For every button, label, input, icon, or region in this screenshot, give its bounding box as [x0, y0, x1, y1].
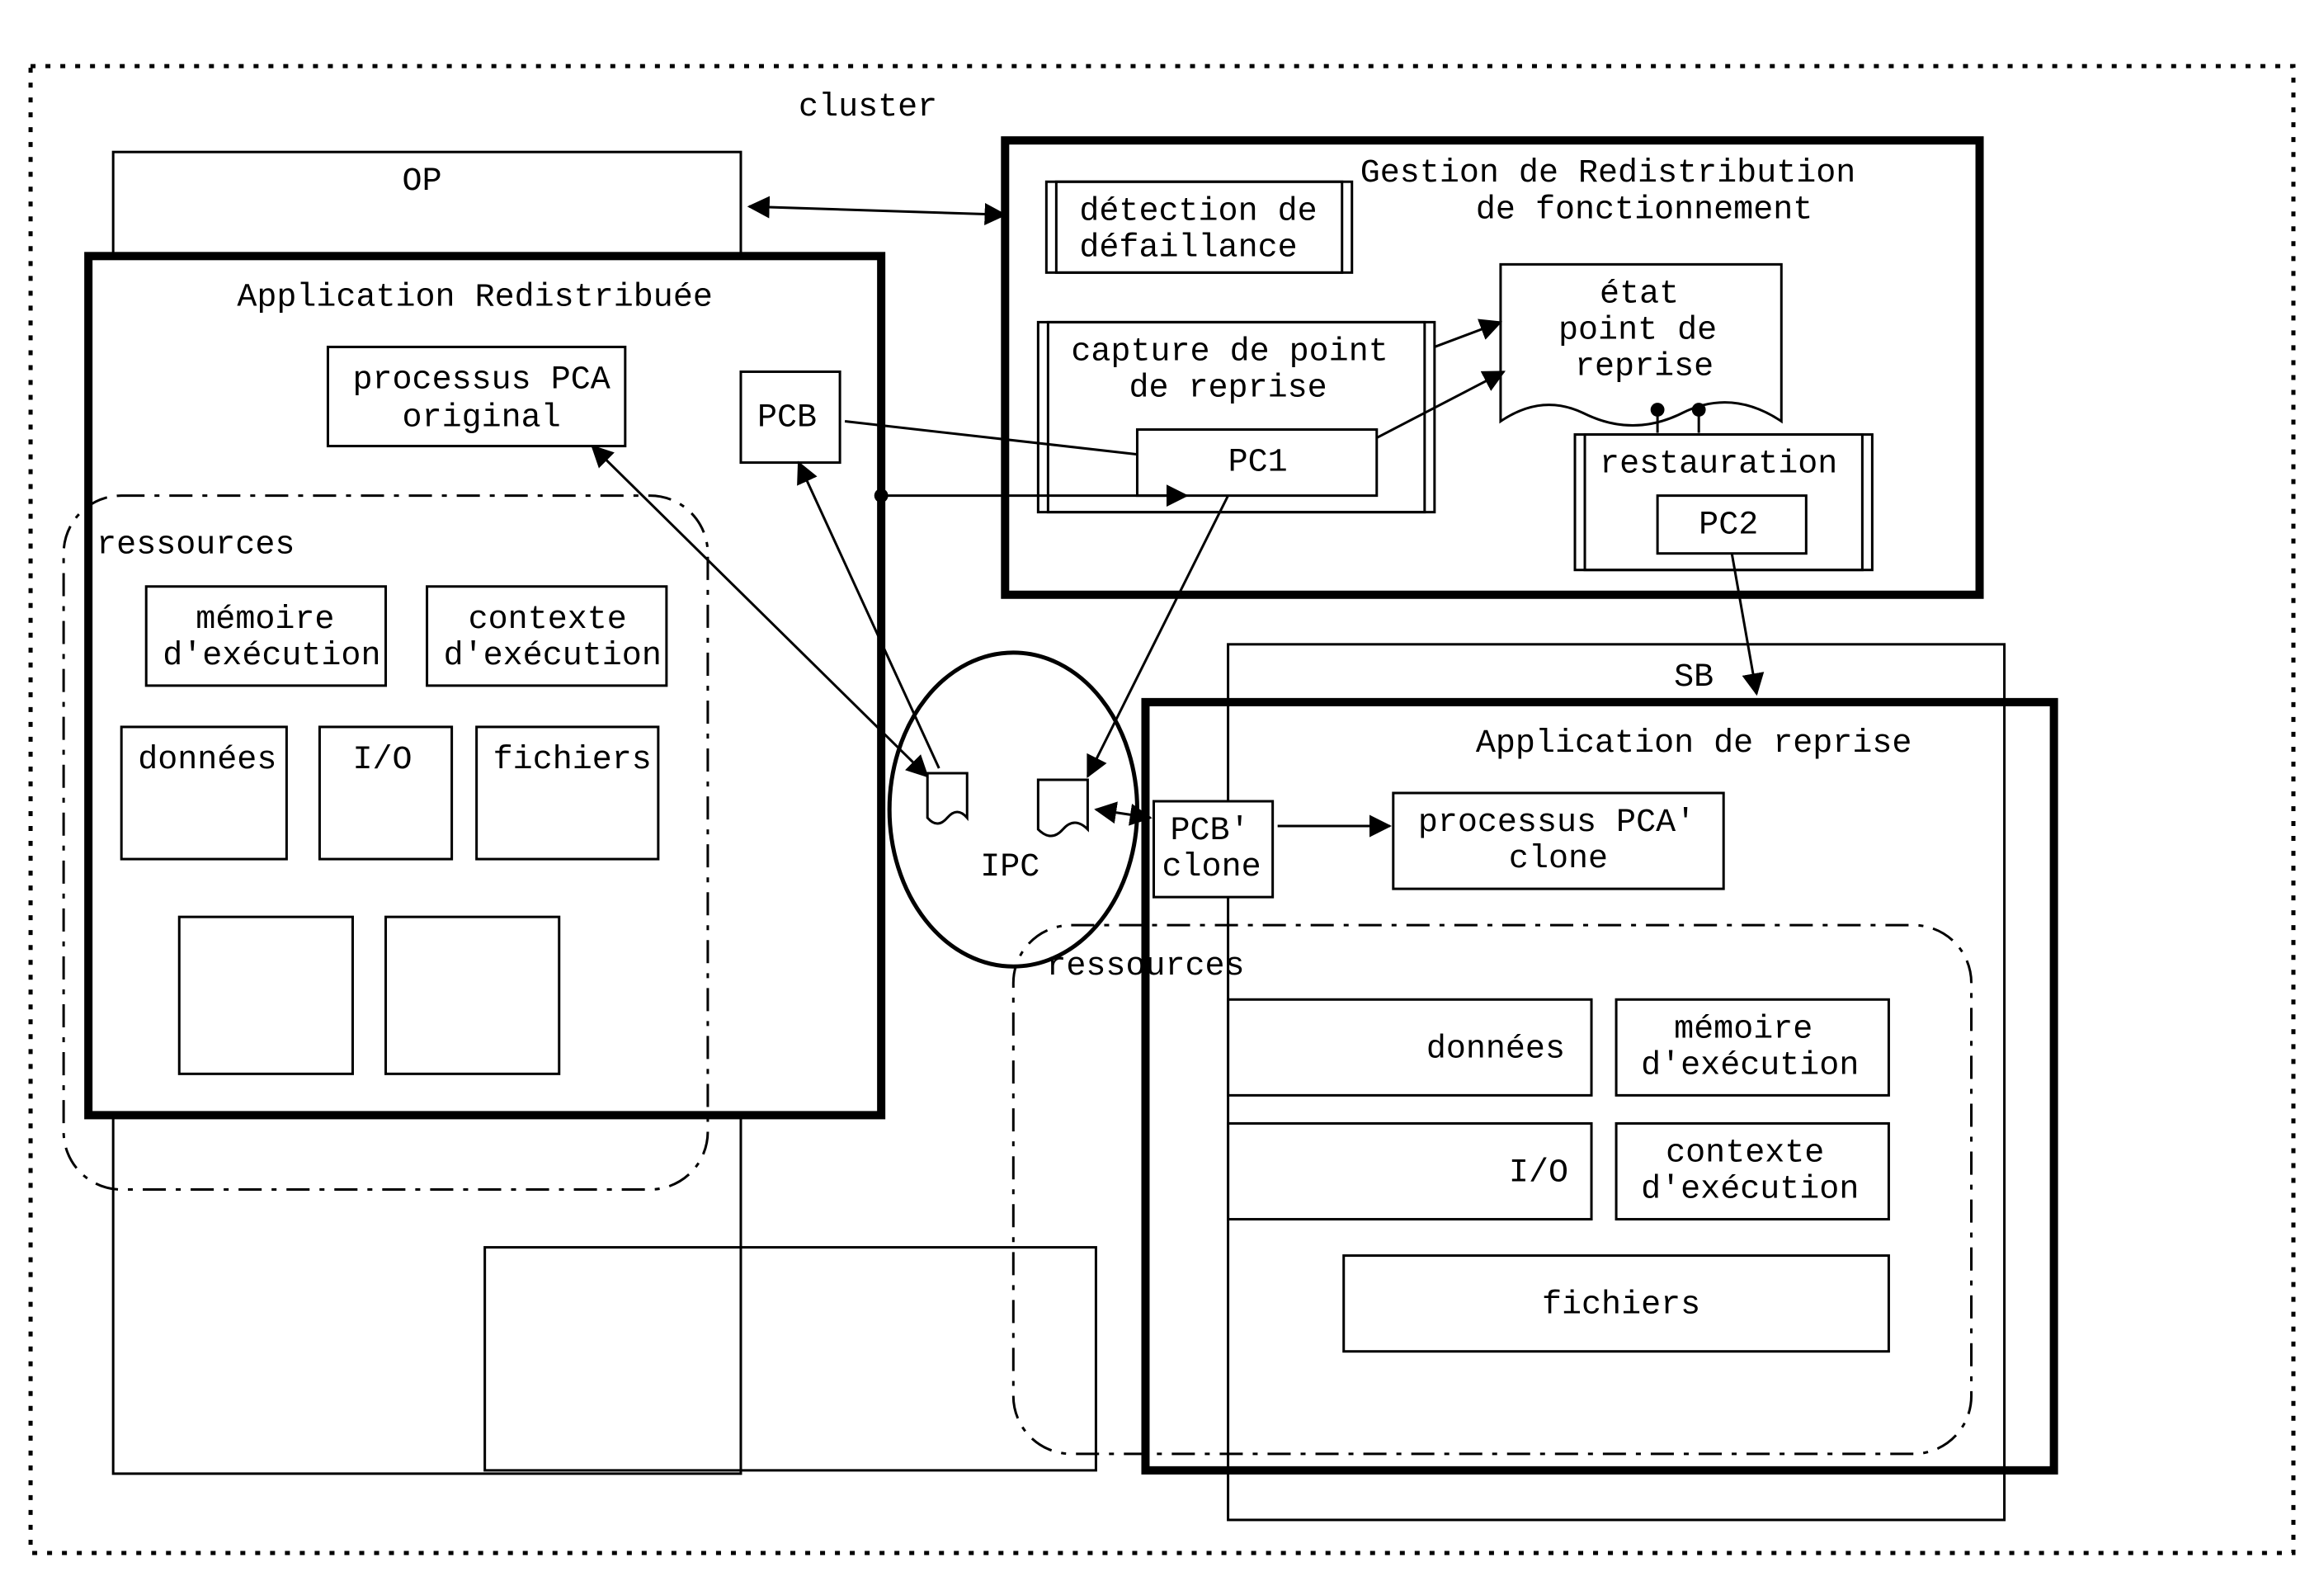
arrow-pc1-pcb: [845, 422, 1137, 455]
ipc-doc-left: [927, 773, 967, 824]
mem-exec2-line1: mémoire: [1674, 1011, 1813, 1048]
ipc-label: IPC: [980, 849, 1039, 886]
mem-exec2-line2: d'exécution: [1641, 1047, 1859, 1084]
donnees2-label: données: [1426, 1031, 1565, 1068]
fichiers-label: fichiers: [493, 742, 652, 779]
detection-line2: défaillance: [1079, 229, 1297, 267]
app-reprise-label: Application de reprise: [1476, 725, 1912, 762]
app-redist-label: Application Redistribuée: [237, 279, 713, 316]
io-label: I/O: [352, 742, 412, 779]
gestion-line1: Gestion de Redistribution: [1360, 155, 1856, 192]
capture-line1: capture de point: [1071, 333, 1388, 371]
pcb-clone-line2: clone: [1162, 849, 1261, 886]
ctx-exec-line1: contexte: [469, 602, 627, 639]
mem-exec-line2: d'exécution: [163, 638, 380, 675]
pca-original-line2: original: [403, 400, 561, 437]
restauration-label: restauration: [1600, 446, 1837, 484]
ressources-label: ressources: [97, 527, 295, 564]
ipc-doc-right: [1038, 780, 1087, 836]
arrow-capture-etat: [1435, 322, 1501, 347]
ressources2-label: ressources: [1046, 948, 1244, 985]
donnees-label: données: [138, 742, 276, 779]
pca-clone-line2: clone: [1509, 841, 1608, 878]
mem-exec-line1: mémoire: [196, 602, 334, 639]
etat-line1: état: [1600, 276, 1679, 313]
ctx-exec-line2: d'exécution: [444, 638, 662, 675]
cluster-label: cluster: [799, 89, 937, 126]
etat-line2: point de: [1558, 312, 1717, 349]
pca-original-line1: processus PCA: [352, 361, 610, 399]
bridge-box: [485, 1248, 1096, 1470]
arrow-op-detection: [749, 206, 1005, 215]
etat-line3: reprise: [1575, 348, 1714, 385]
pca-clone-line1: processus PCA': [1418, 805, 1695, 842]
pc1-label: PC1: [1228, 445, 1288, 482]
fichiers2-label: fichiers: [1542, 1287, 1700, 1324]
io2-label: I/O: [1509, 1154, 1568, 1192]
pcb-clone-line1: PCB': [1171, 813, 1250, 850]
op-label: OP: [403, 163, 442, 201]
arrow-pc1-etat: [1377, 371, 1504, 437]
arrow-pc2-appreprise: [1732, 554, 1756, 694]
gestion-line2: de fonctionnement: [1476, 191, 1813, 229]
ctx-exec2-line2: d'exécution: [1641, 1172, 1859, 1209]
ctx-exec2-line1: contexte: [1666, 1135, 1824, 1172]
pcb-label: PCB: [757, 400, 817, 437]
capture-line2: de reprise: [1129, 371, 1327, 408]
arrow-pc1-ipc: [1087, 496, 1228, 776]
cluster-diagram: cluster OP Application Redistribuée proc…: [0, 0, 2324, 1586]
sb-label: SB: [1674, 659, 1714, 696]
pc2-label: PC2: [1699, 507, 1758, 545]
detection-line1: détection de: [1079, 193, 1317, 230]
